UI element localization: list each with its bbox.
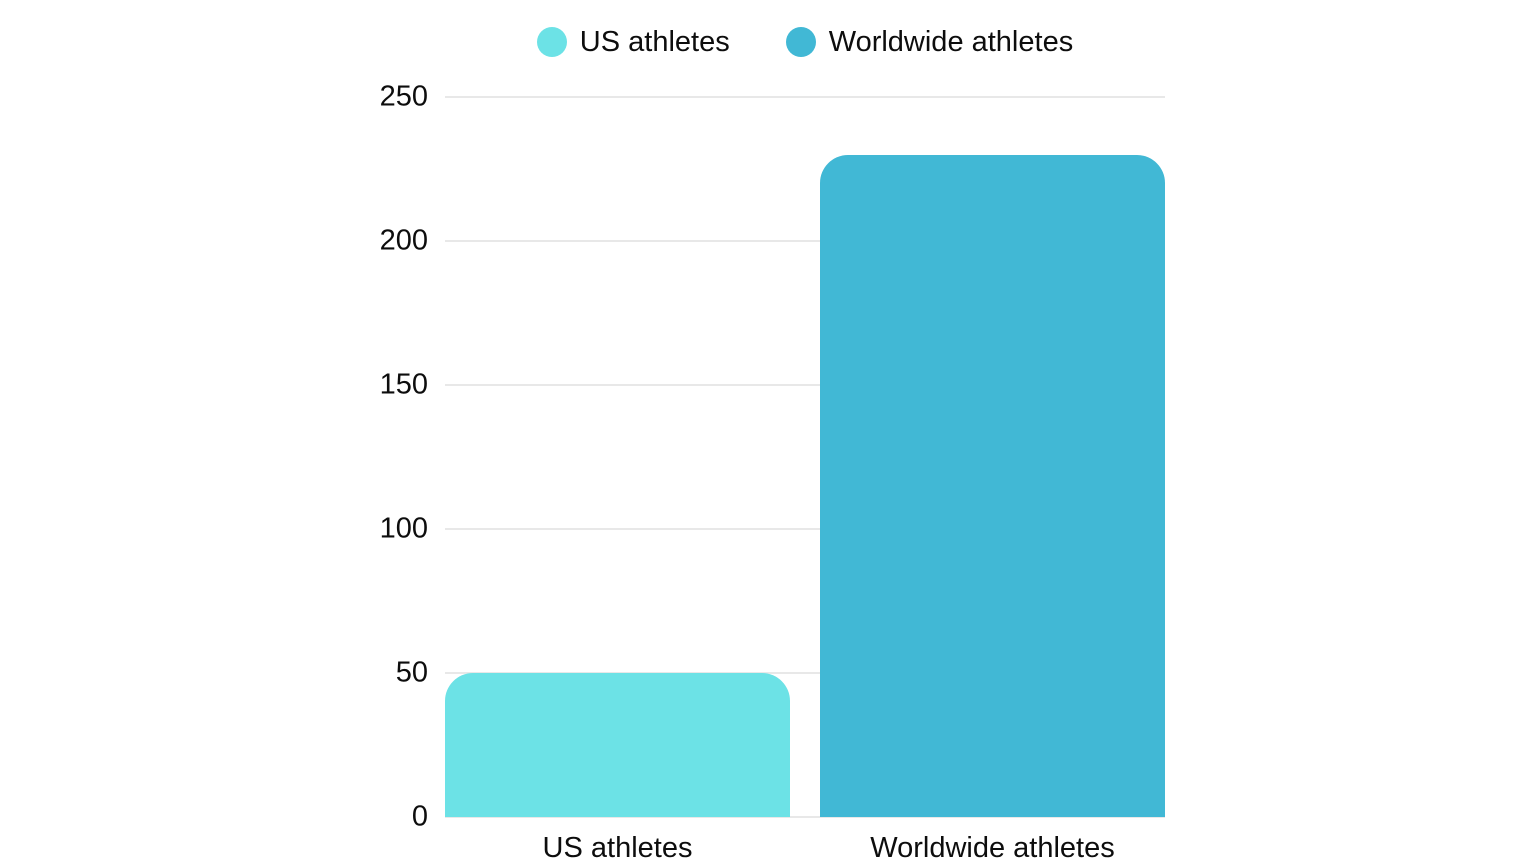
legend-item-us-athletes: US athletes [536,24,730,60]
gridline-50 [445,672,1165,674]
gridline-100 [445,528,1165,530]
legend-swatch-worldwide-athletes-icon [785,27,816,57]
y-axis-tick-label-100: 100 [379,512,428,545]
bar-worldwide-athletes [820,154,1165,817]
x-axis-category-label-us-athletes: US athletes [542,832,693,864]
x-axis-category-label-worldwide-athletes: Worldwide athletes [870,832,1115,864]
chart-legend: US athletes Worldwide athletes [445,24,1165,60]
bar-us-athletes [445,673,790,817]
gridline-250 [445,96,1165,98]
legend-swatch-us-athletes-icon [536,27,567,57]
gridline-150 [445,384,1165,386]
y-axis-tick-label-50: 50 [395,656,428,689]
y-axis-tick-label-0: 0 [411,800,428,833]
y-axis-tick-label-250: 250 [379,80,428,113]
y-axis-tick-label-200: 200 [379,224,428,257]
legend-item-worldwide-athletes: Worldwide athletes [785,24,1074,60]
gridline-0 [445,816,1165,818]
gridline-200 [445,240,1165,242]
y-axis-tick-label-150: 150 [379,368,428,401]
plot-area: 0 50 100 150 200 250 US athletes Worldwide athl… [380,82,1165,864]
legend-label-us-athletes: US athletes [579,26,730,58]
legend-label-worldwide-athletes: Worldwide athletes [828,26,1074,58]
